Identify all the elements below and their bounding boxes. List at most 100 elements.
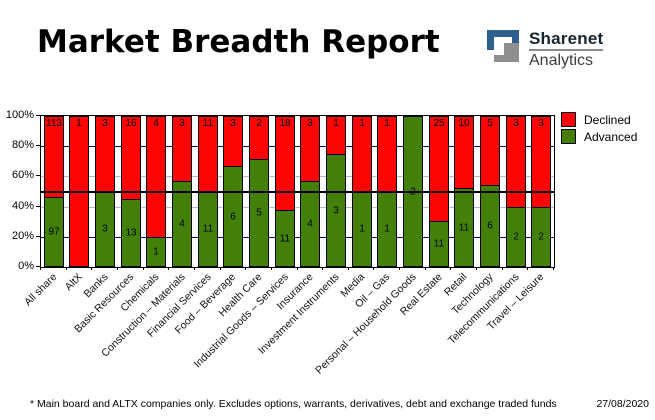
legend-swatch-advanced bbox=[561, 129, 576, 144]
advanced-count: 4 bbox=[307, 218, 313, 230]
declined-count: 113 bbox=[46, 118, 62, 129]
fifty-percent-line bbox=[40, 191, 555, 193]
gridline-major bbox=[41, 146, 554, 147]
advanced-count: 4 bbox=[179, 218, 185, 230]
bar-all-share: 113 97 bbox=[44, 116, 64, 267]
declined-segment: 4 bbox=[146, 116, 166, 237]
declined-segment: 3 bbox=[223, 116, 243, 166]
x-axis-tick bbox=[117, 267, 118, 270]
advanced-segment: 11 bbox=[198, 191, 218, 267]
advanced-count: 2 bbox=[513, 231, 519, 243]
x-axis-tick bbox=[502, 267, 503, 270]
advanced-count: 11 bbox=[458, 222, 470, 233]
x-axis-tick bbox=[476, 267, 477, 270]
legend-label: Advanced bbox=[584, 129, 638, 144]
declined-count: 18 bbox=[279, 118, 291, 129]
declined-segment: 1 bbox=[377, 116, 397, 191]
y-axis-label: 80% bbox=[11, 139, 34, 151]
declined-count: 16 bbox=[125, 118, 137, 129]
x-axis-tick bbox=[91, 267, 92, 270]
x-axis-tick bbox=[168, 267, 169, 270]
bar-industrial-goods-services: 18 11 bbox=[275, 116, 295, 267]
declined-segment: 113 bbox=[44, 116, 64, 197]
declined-count: 3 bbox=[307, 118, 313, 129]
advanced-count: 2 bbox=[538, 231, 544, 243]
legend-row: Advanced bbox=[561, 128, 637, 145]
footnote: * Main board and ALTX companies only. Ex… bbox=[30, 398, 557, 410]
x-axis-label: All share bbox=[22, 271, 60, 309]
declined-segment: 5 bbox=[480, 116, 500, 185]
declined-segment: 2 bbox=[249, 116, 269, 159]
legend-row: Declined bbox=[561, 111, 637, 128]
advanced-segment: 3 bbox=[326, 154, 346, 267]
x-axis-tick bbox=[322, 267, 323, 270]
x-axis-tick bbox=[527, 267, 528, 270]
x-axis-label: AltX bbox=[62, 271, 85, 294]
x-axis-tick bbox=[220, 267, 221, 270]
declined-count: 5 bbox=[487, 118, 493, 129]
advanced-segment: 11 bbox=[429, 221, 449, 267]
advanced-segment: 4 bbox=[300, 181, 320, 267]
x-axis-tick bbox=[373, 267, 374, 270]
bar-real-estate: 25 11 bbox=[429, 116, 449, 267]
gridline-minor bbox=[41, 207, 554, 208]
declined-segment: 3 bbox=[531, 116, 551, 207]
advanced-segment: 11 bbox=[275, 210, 295, 267]
advanced-segment: 3 bbox=[95, 191, 115, 267]
advanced-segment: 13 bbox=[121, 199, 141, 267]
y-axis-label: 0% bbox=[18, 260, 34, 272]
bar-retail: 10 11 bbox=[454, 116, 474, 267]
advanced-count: 13 bbox=[125, 227, 137, 239]
advanced-count: 1 bbox=[359, 223, 365, 235]
advanced-segment: 4 bbox=[172, 181, 192, 267]
advanced-segment: 5 bbox=[249, 159, 269, 267]
sharenet-logo-text: Sharenet Analytics bbox=[529, 29, 604, 70]
advanced-segment: 1 bbox=[146, 237, 166, 267]
y-axis-label: 40% bbox=[11, 200, 34, 212]
y-axis-label: 100% bbox=[5, 109, 34, 121]
advanced-count: 11 bbox=[433, 238, 445, 250]
declined-segment: 3 bbox=[506, 116, 526, 207]
declined-count: 25 bbox=[433, 118, 445, 129]
advanced-count: 97 bbox=[48, 226, 60, 238]
declined-segment: 1 bbox=[352, 116, 372, 191]
declined-count: 3 bbox=[179, 118, 185, 129]
declined-count: 4 bbox=[153, 118, 159, 129]
y-axis-tick bbox=[36, 236, 40, 237]
gridline-major bbox=[41, 237, 554, 238]
sharenet-logo: Sharenet Analytics bbox=[486, 29, 604, 70]
declined-count: 3 bbox=[513, 118, 519, 129]
x-axis-tick bbox=[245, 267, 246, 270]
declined-segment: 3 bbox=[95, 116, 115, 191]
declined-segment: 25 bbox=[429, 116, 449, 221]
advanced-segment: 6 bbox=[480, 185, 500, 267]
logo-subtitle: Analytics bbox=[529, 52, 594, 69]
declined-segment: 18 bbox=[275, 116, 295, 210]
advanced-count: 1 bbox=[153, 246, 159, 258]
x-axis-tick bbox=[348, 267, 349, 270]
y-axis-label: 20% bbox=[11, 230, 34, 242]
advanced-segment: 11 bbox=[454, 188, 474, 267]
declined-segment: 3 bbox=[172, 116, 192, 181]
x-axis-tick bbox=[553, 267, 554, 270]
declined-count: 3 bbox=[538, 118, 544, 129]
declined-count: 1 bbox=[76, 118, 82, 129]
y-axis-tick bbox=[36, 115, 40, 116]
legend-label: Declined bbox=[584, 112, 631, 127]
x-axis-tick bbox=[450, 267, 451, 270]
legend-swatch-declined bbox=[561, 112, 576, 127]
advanced-count: 11 bbox=[202, 223, 214, 235]
y-axis-tick bbox=[36, 206, 40, 207]
declined-segment: 10 bbox=[454, 116, 474, 188]
y-axis-tick bbox=[36, 145, 40, 146]
advanced-count: 5 bbox=[256, 207, 262, 219]
declined-segment: 11 bbox=[198, 116, 218, 191]
declined-segment: 16 bbox=[121, 116, 141, 199]
declined-count: 3 bbox=[230, 118, 236, 129]
